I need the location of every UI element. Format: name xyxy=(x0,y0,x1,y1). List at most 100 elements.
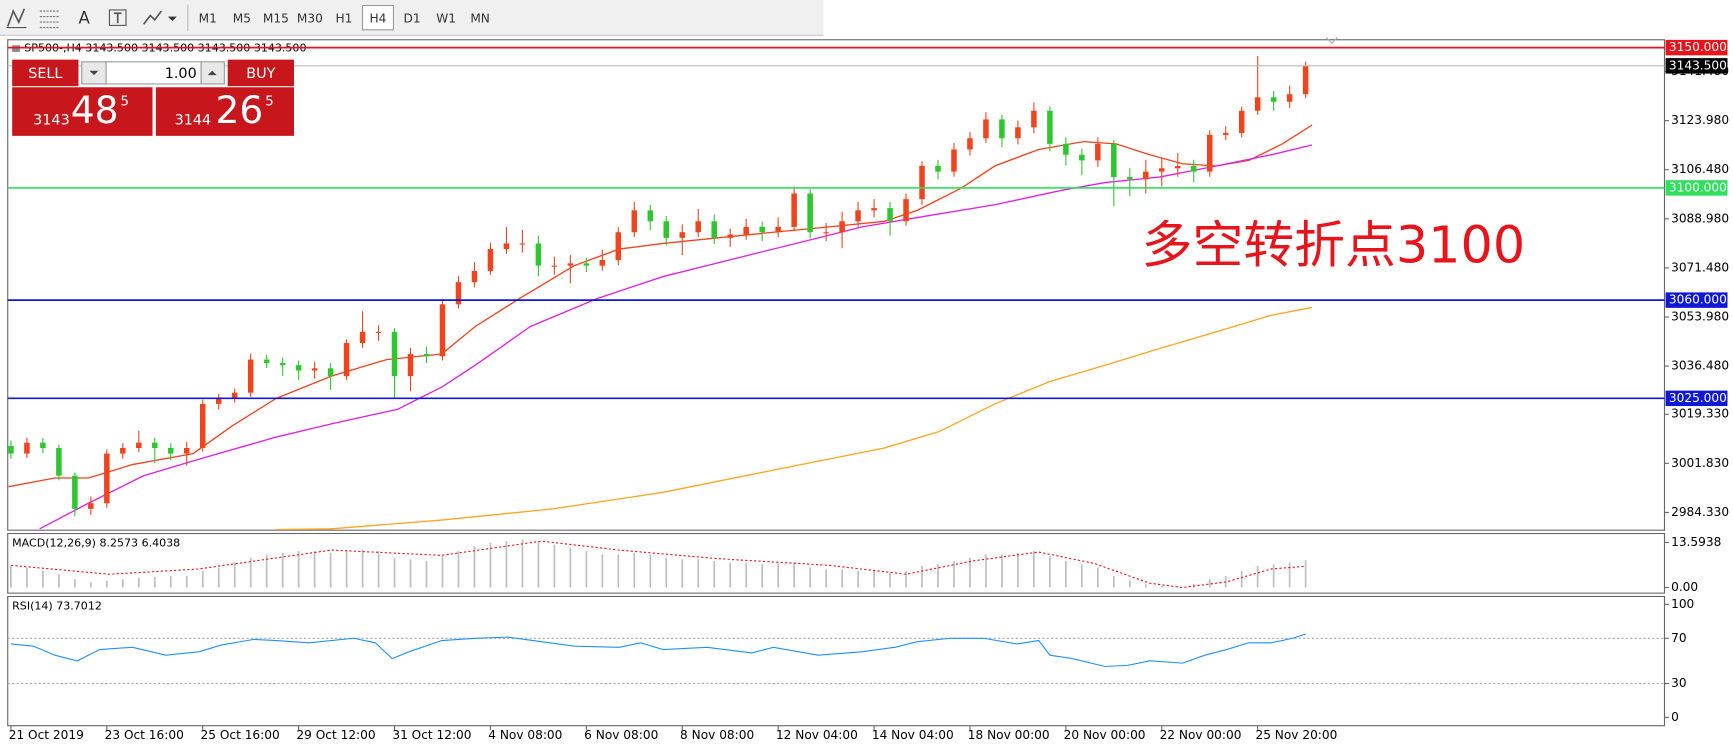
macd-bar xyxy=(617,554,620,588)
period-button[interactable]: M15 xyxy=(263,11,289,25)
period-button[interactable]: H1 xyxy=(336,11,353,25)
macd-bar xyxy=(73,579,76,588)
candle-body xyxy=(231,392,238,399)
lot-value[interactable]: 1.00 xyxy=(165,66,197,82)
macd-bar xyxy=(1017,552,1019,588)
candle-body xyxy=(663,221,670,238)
indicator-title: RSI(14) 73.7012 xyxy=(12,599,102,612)
candle-body xyxy=(551,265,558,267)
macd-bar xyxy=(409,559,412,588)
macd-bar xyxy=(697,559,700,588)
level-label-box xyxy=(1665,180,1728,196)
arrow-icon xyxy=(89,70,99,76)
y-tick-label: 3071.480 xyxy=(1671,260,1729,274)
buy-button[interactable] xyxy=(227,59,294,87)
candle-body xyxy=(311,368,318,371)
ask-pips: 26 xyxy=(216,88,264,132)
macd-bar xyxy=(1256,565,1259,588)
candle-body xyxy=(711,221,717,238)
macd-bar xyxy=(505,541,508,588)
candle-body xyxy=(1079,154,1085,161)
macd-bar xyxy=(889,572,891,588)
level-label-box xyxy=(1665,390,1728,407)
candle-body xyxy=(263,359,270,363)
macd-bar xyxy=(217,567,220,588)
candle-body xyxy=(327,368,334,377)
x-tick-label: 22 Nov 00:00 xyxy=(1160,728,1242,742)
macd-bar xyxy=(1272,564,1275,588)
macd-bar xyxy=(58,574,60,588)
x-tick-label: 20 Nov 00:00 xyxy=(1064,728,1146,742)
macd-panel xyxy=(7,532,1666,594)
macd-bar xyxy=(1176,585,1179,588)
price-label-box xyxy=(1665,58,1728,74)
candle-body xyxy=(999,119,1005,139)
macd-bar xyxy=(521,539,524,588)
candle-body xyxy=(359,331,366,344)
macd-bar xyxy=(297,551,300,588)
candle-body xyxy=(455,282,462,305)
candle-body xyxy=(1175,166,1181,169)
macd-bar xyxy=(937,564,939,588)
candle-body xyxy=(775,226,781,233)
period-button[interactable]: H4 xyxy=(370,11,387,25)
candle-body xyxy=(247,359,254,393)
bid-box[interactable] xyxy=(12,87,153,136)
period-button[interactable]: W1 xyxy=(436,11,456,25)
sell-button[interactable] xyxy=(12,59,79,87)
macd-bar xyxy=(665,557,668,588)
candle-body xyxy=(199,403,206,448)
candle-body xyxy=(903,199,909,222)
x-tick-label: 12 Nov 04:00 xyxy=(776,728,858,742)
period-button[interactable]: M30 xyxy=(297,11,323,25)
candle-body xyxy=(72,475,78,509)
shift-marker xyxy=(1325,37,1338,44)
candle-body xyxy=(855,210,861,222)
ask-big: 3144 xyxy=(175,112,212,128)
rsi-line xyxy=(10,633,1306,668)
buy-label[interactable]: BUY xyxy=(246,66,275,82)
tool-icon[interactable] xyxy=(108,9,127,26)
macd-bar xyxy=(249,557,252,588)
period-button[interactable]: D1 xyxy=(403,11,420,25)
candle-body xyxy=(168,447,174,454)
tool-icon[interactable] xyxy=(6,8,27,29)
symbol-icon xyxy=(12,45,20,52)
ask-point: 5 xyxy=(265,95,273,110)
candle-body xyxy=(1111,143,1117,177)
sell-label[interactable]: SELL xyxy=(28,66,62,82)
macd-bar xyxy=(601,554,604,588)
macd-bar xyxy=(633,552,636,588)
text-tool[interactable]: A xyxy=(78,8,90,27)
candle-body xyxy=(1286,94,1293,102)
period-button[interactable]: MN xyxy=(470,11,490,25)
candle-body xyxy=(279,362,286,366)
candle-body xyxy=(343,343,350,377)
candle-body xyxy=(104,453,110,504)
ask-box[interactable] xyxy=(155,87,294,136)
period-button[interactable]: M1 xyxy=(199,11,217,25)
macd-bar xyxy=(809,567,812,588)
candle-body xyxy=(935,166,941,172)
candle-body xyxy=(1127,176,1133,180)
period-button[interactable]: M5 xyxy=(233,11,251,25)
candle-body xyxy=(56,447,62,476)
macd-bar xyxy=(1288,562,1291,588)
candle-body xyxy=(839,221,845,233)
candle-body xyxy=(503,243,510,250)
candle-body xyxy=(983,119,989,139)
bid-big: 3143 xyxy=(33,112,70,128)
candle-body xyxy=(375,331,382,333)
x-tick-label: 8 Nov 08:00 xyxy=(680,728,754,742)
candle-body xyxy=(1270,97,1277,102)
candle-body xyxy=(743,226,749,235)
y-tick-label: 3001.830 xyxy=(1671,456,1729,470)
macd-bar xyxy=(233,562,236,588)
tool-icon[interactable] xyxy=(39,10,60,29)
macd-bar xyxy=(42,570,44,588)
candle-body xyxy=(951,149,957,172)
candle-body xyxy=(791,193,797,227)
tool-icon[interactable] xyxy=(143,10,177,25)
macd-bar xyxy=(281,552,284,588)
